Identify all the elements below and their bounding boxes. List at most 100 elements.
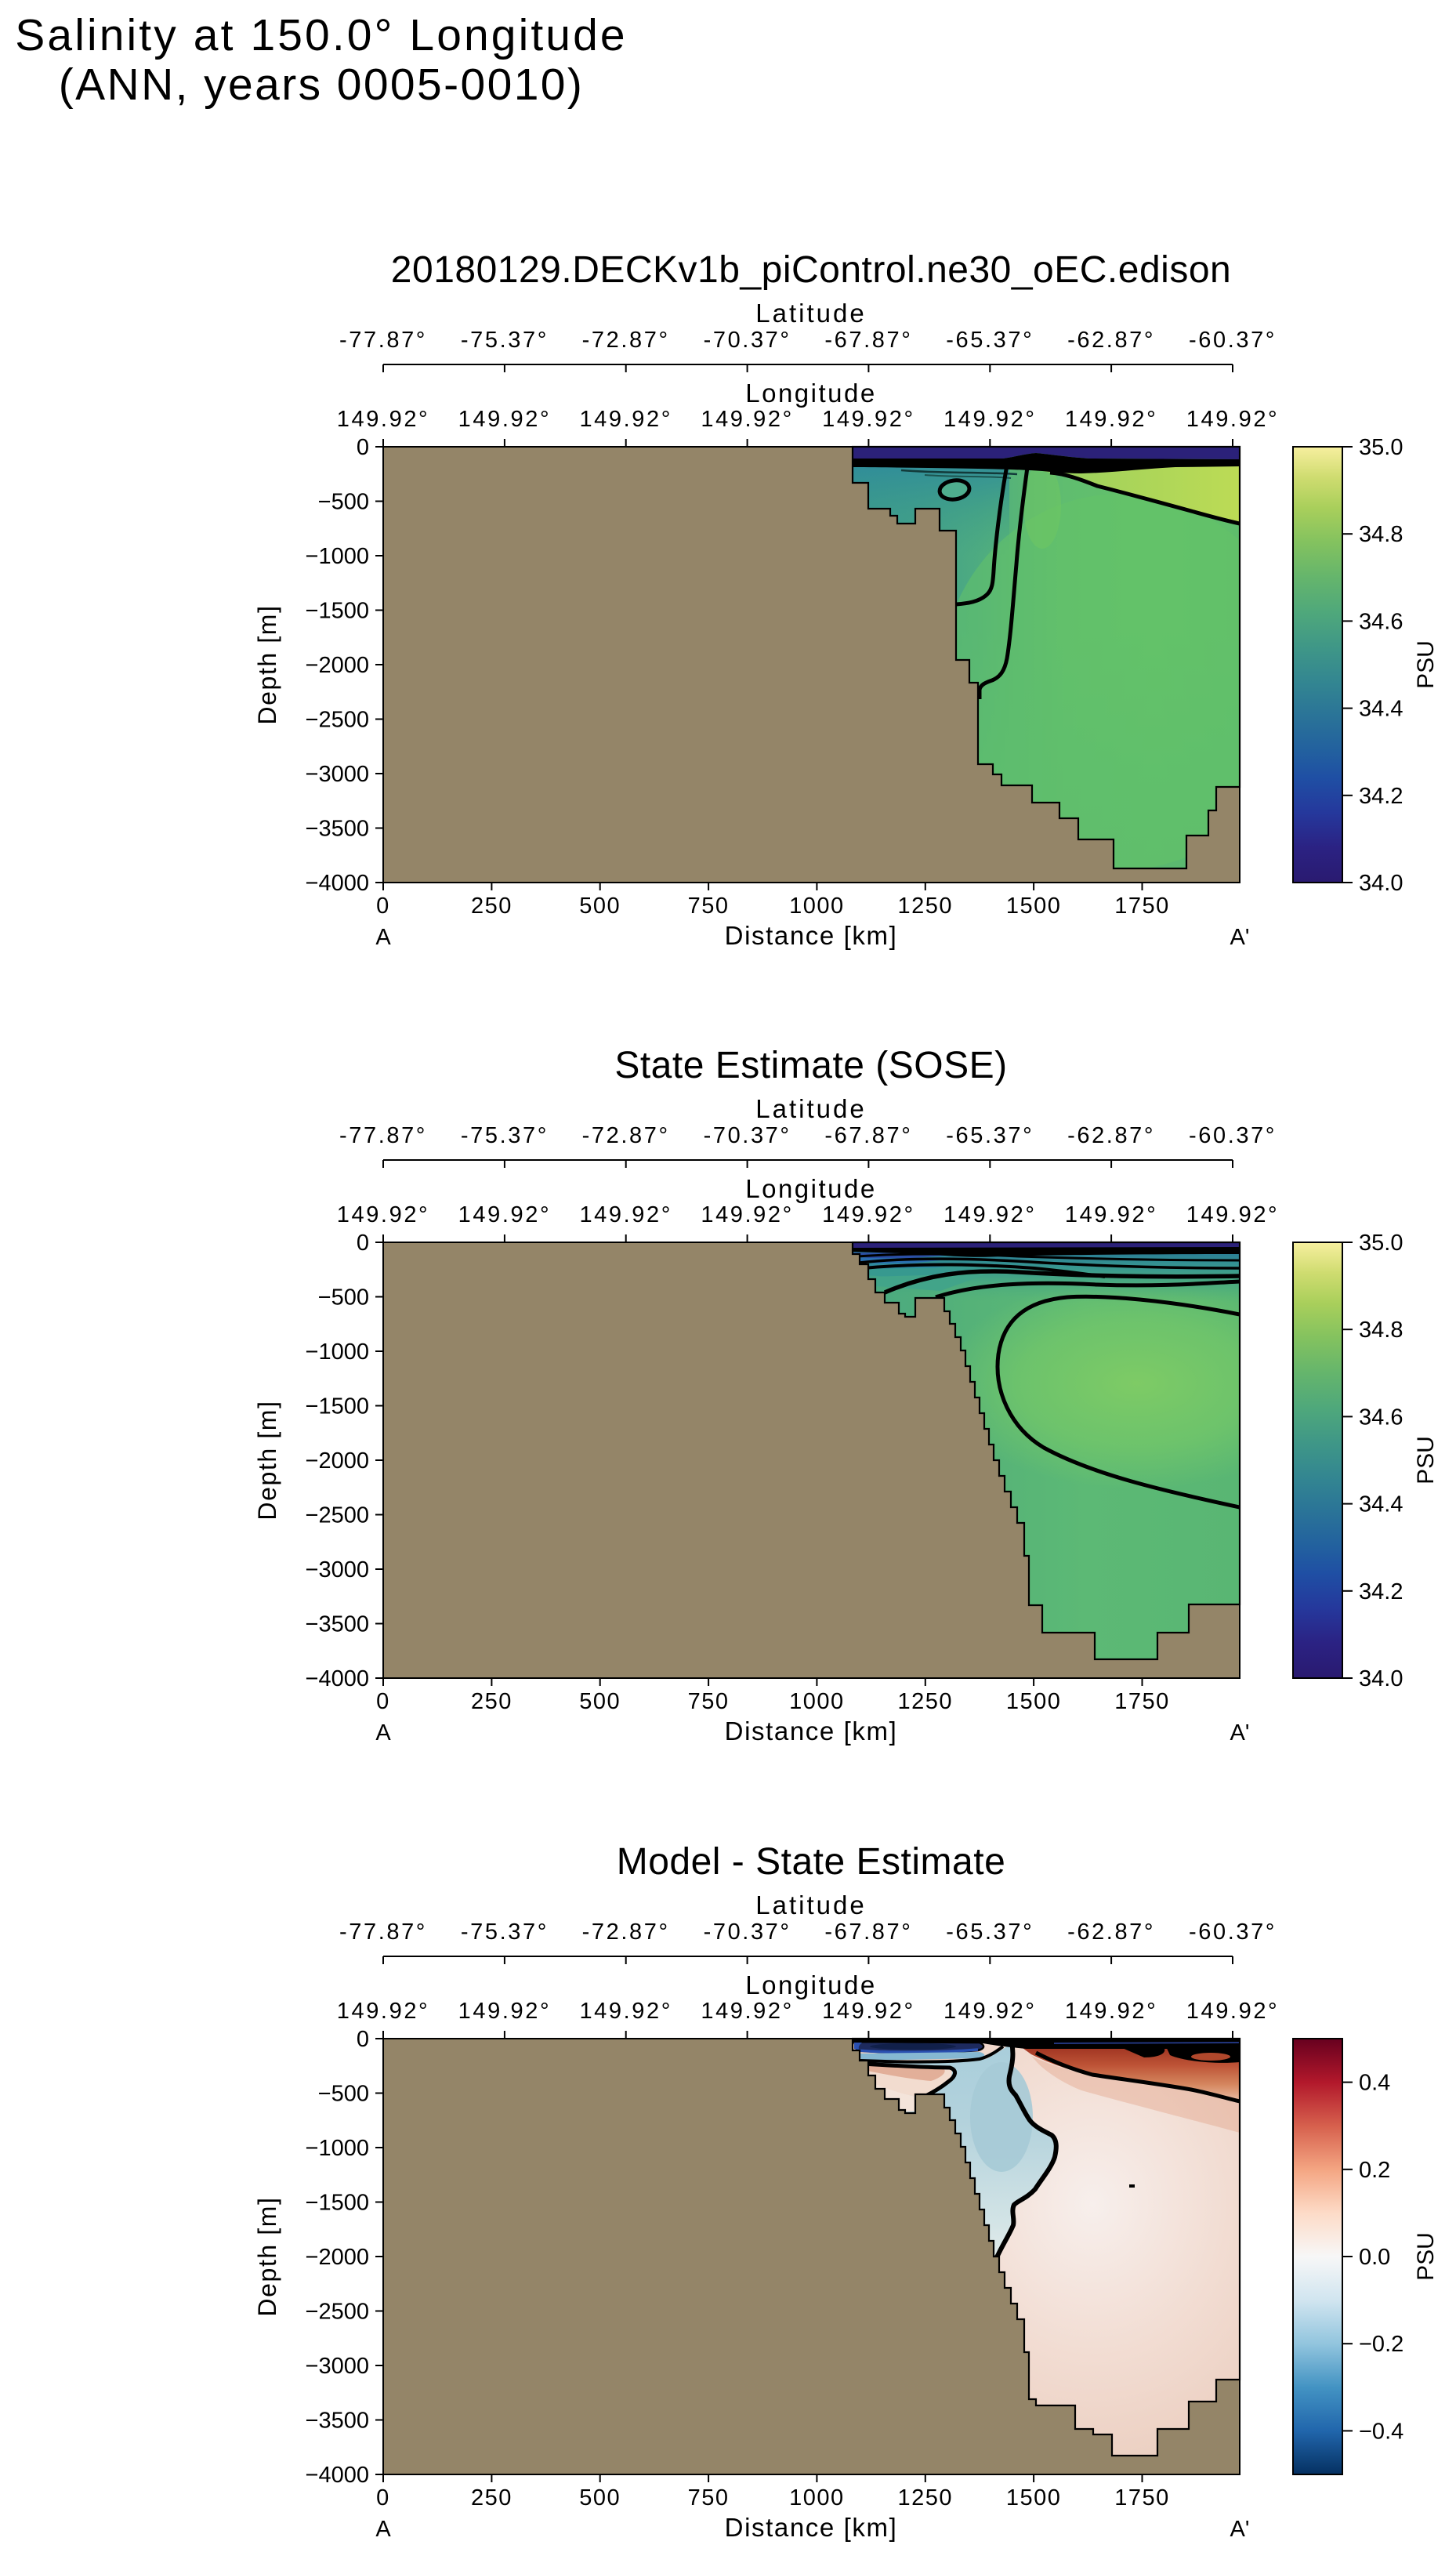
svg-text:149.92°: 149.92° [1065, 1202, 1158, 1227]
svg-text:Longitude: Longitude [745, 1174, 876, 1203]
svg-text:34.0: 34.0 [1359, 1666, 1403, 1691]
svg-text:1000: 1000 [789, 1689, 845, 1714]
svg-text:Longitude: Longitude [745, 1970, 876, 1999]
svg-text:1250: 1250 [898, 894, 954, 919]
svg-text:PSU: PSU [1413, 640, 1439, 689]
svg-text:149.92°: 149.92° [337, 407, 430, 432]
svg-text:250: 250 [471, 894, 512, 919]
svg-text:−3500: −3500 [306, 817, 369, 842]
svg-text:-65.37°: -65.37° [946, 328, 1034, 353]
svg-text:-72.87°: -72.87° [582, 328, 670, 353]
svg-text:149.92°: 149.92° [458, 407, 552, 432]
svg-text:34.2: 34.2 [1359, 1579, 1403, 1604]
svg-text:-77.87°: -77.87° [339, 1123, 427, 1148]
svg-text:Latitude: Latitude [755, 299, 866, 328]
svg-text:Distance [km]: Distance [km] [725, 921, 898, 950]
svg-text:−2000: −2000 [306, 653, 369, 678]
svg-text:500: 500 [579, 2485, 621, 2510]
svg-text:1500: 1500 [1006, 2485, 1062, 2510]
svg-text:−4000: −4000 [306, 2463, 369, 2488]
svg-text:-60.37°: -60.37° [1189, 1920, 1277, 1945]
svg-text:-77.87°: -77.87° [339, 328, 427, 353]
svg-text:−1000: −1000 [306, 544, 369, 569]
svg-text:-67.87°: -67.87° [824, 328, 912, 353]
svg-text:(ANN, years 0005-0010): (ANN, years 0005-0010) [59, 60, 585, 110]
svg-text:1750: 1750 [1114, 1689, 1170, 1714]
svg-text:149.92°: 149.92° [944, 1202, 1037, 1227]
svg-text:750: 750 [688, 2485, 730, 2510]
svg-text:State Estimate (SOSE): State Estimate (SOSE) [614, 1045, 1007, 1086]
svg-text:−1500: −1500 [306, 2191, 369, 2216]
svg-text:34.8: 34.8 [1359, 522, 1403, 547]
svg-text:-70.37°: -70.37° [704, 328, 791, 353]
svg-text:0.4: 0.4 [1359, 2071, 1390, 2096]
svg-text:0: 0 [376, 894, 390, 919]
svg-text:-75.37°: -75.37° [461, 328, 549, 353]
svg-text:0: 0 [357, 435, 369, 460]
svg-text:-75.37°: -75.37° [461, 1123, 549, 1148]
svg-text:149.92°: 149.92° [822, 407, 915, 432]
svg-text:-72.87°: -72.87° [582, 1123, 670, 1148]
svg-text:−3500: −3500 [306, 1612, 369, 1637]
svg-text:1750: 1750 [1114, 2485, 1170, 2510]
svg-text:−2500: −2500 [306, 1503, 369, 1528]
svg-text:−4000: −4000 [306, 1666, 369, 1691]
svg-text:Depth [m]: Depth [m] [253, 604, 281, 724]
svg-text:Salinity at 150.0° Longitude: Salinity at 150.0° Longitude [15, 10, 627, 60]
svg-text:34.4: 34.4 [1359, 1492, 1403, 1517]
svg-text:149.92°: 149.92° [944, 1999, 1037, 2024]
svg-text:A: A [375, 2517, 391, 2542]
svg-text:−500: −500 [318, 1285, 369, 1311]
svg-text:-67.87°: -67.87° [824, 1123, 912, 1148]
svg-text:A': A' [1230, 925, 1250, 950]
svg-text:−500: −500 [318, 2082, 369, 2107]
svg-text:A: A [375, 925, 391, 950]
svg-text:−3000: −3000 [306, 2354, 369, 2379]
svg-text:Latitude: Latitude [755, 1094, 866, 1123]
svg-text:-75.37°: -75.37° [461, 1920, 549, 1945]
svg-text:149.92°: 149.92° [1065, 407, 1158, 432]
svg-text:−1500: −1500 [306, 1394, 369, 1419]
svg-text:-62.87°: -62.87° [1067, 1123, 1155, 1148]
svg-text:−1000: −1000 [306, 1340, 369, 1365]
svg-text:149.92°: 149.92° [822, 1999, 915, 2024]
svg-text:0.0: 0.0 [1359, 2245, 1390, 2270]
svg-text:Longitude: Longitude [745, 379, 876, 408]
svg-text:-70.37°: -70.37° [704, 1123, 791, 1148]
svg-text:34.4: 34.4 [1359, 697, 1403, 722]
svg-text:250: 250 [471, 1689, 512, 1714]
svg-text:149.92°: 149.92° [337, 1999, 430, 2024]
svg-text:149.92°: 149.92° [822, 1202, 915, 1227]
svg-text:0: 0 [357, 1231, 369, 1256]
svg-text:0.2: 0.2 [1359, 2158, 1390, 2183]
svg-text:149.92°: 149.92° [701, 1202, 794, 1227]
svg-text:PSU: PSU [1413, 1436, 1439, 1485]
svg-text:149.92°: 149.92° [458, 1999, 552, 2024]
svg-text:149.92°: 149.92° [944, 407, 1037, 432]
svg-text:−3500: −3500 [306, 2409, 369, 2434]
svg-text:-67.87°: -67.87° [824, 1920, 912, 1945]
svg-text:-72.87°: -72.87° [582, 1920, 670, 1945]
svg-text:-60.37°: -60.37° [1189, 1123, 1277, 1148]
svg-text:1500: 1500 [1006, 894, 1062, 919]
svg-text:−0.2: −0.2 [1359, 2332, 1403, 2357]
svg-text:−1500: −1500 [306, 599, 369, 624]
svg-text:-60.37°: -60.37° [1189, 328, 1277, 353]
svg-text:Model - State Estimate: Model - State Estimate [617, 1841, 1006, 1883]
svg-text:Distance [km]: Distance [km] [725, 2513, 898, 2542]
svg-text:A': A' [1230, 1720, 1250, 1746]
svg-text:0: 0 [357, 2027, 369, 2052]
svg-text:149.92°: 149.92° [1186, 1999, 1280, 2024]
svg-text:A: A [375, 1720, 391, 1746]
svg-text:−3000: −3000 [306, 762, 369, 787]
svg-text:Distance [km]: Distance [km] [725, 1717, 898, 1746]
svg-text:149.92°: 149.92° [701, 1999, 794, 2024]
svg-text:Depth [m]: Depth [m] [253, 1400, 281, 1520]
svg-text:149.92°: 149.92° [1186, 407, 1280, 432]
svg-text:149.92°: 149.92° [337, 1202, 430, 1227]
svg-text:1250: 1250 [898, 2485, 954, 2510]
svg-text:34.2: 34.2 [1359, 784, 1403, 809]
svg-text:34.0: 34.0 [1359, 871, 1403, 896]
svg-text:750: 750 [688, 1689, 730, 1714]
svg-text:20180129.DECKv1b_piControl.ne3: 20180129.DECKv1b_piControl.ne30_oEC.edis… [391, 249, 1231, 291]
